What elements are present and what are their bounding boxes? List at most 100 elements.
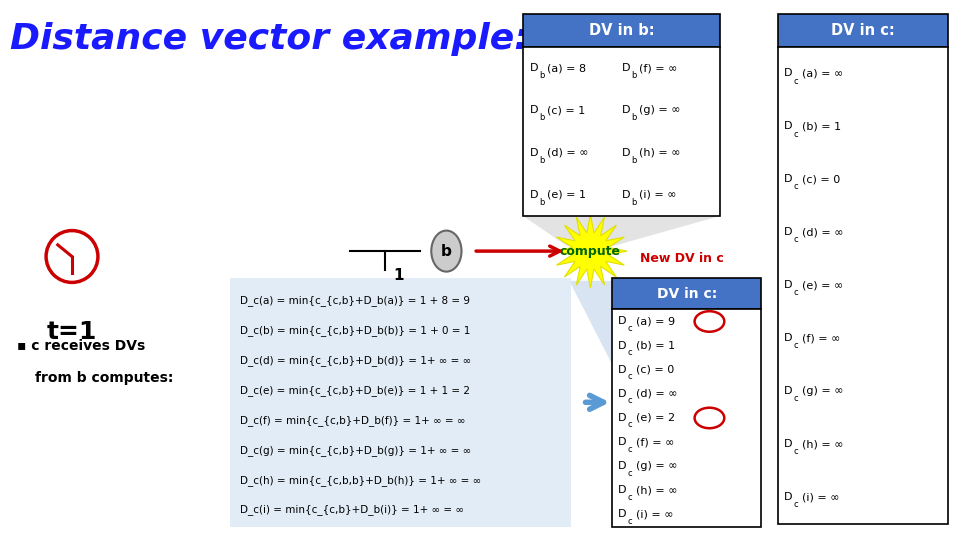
Text: (c) = 0: (c) = 0 [636,364,674,375]
Text: c: c [794,341,799,350]
Text: D: D [784,492,793,502]
Text: D: D [530,147,539,158]
Text: c: c [794,447,799,456]
Text: D_c(d) = min{c_{c,b}+D_b(d)} = 1+ ∞ = ∞: D_c(d) = min{c_{c,b}+D_b(d)} = 1+ ∞ = ∞ [240,355,471,366]
FancyBboxPatch shape [612,278,761,309]
Text: b: b [441,244,452,259]
Text: c: c [794,288,799,298]
Text: (a) = ∞: (a) = ∞ [802,69,843,78]
Text: D_c(i) = min{c_{c,b}+D_b(i)} = 1+ ∞ = ∞: D_c(i) = min{c_{c,b}+D_b(i)} = 1+ ∞ = ∞ [240,504,464,516]
Text: ▪ c receives DVs: ▪ c receives DVs [17,339,146,353]
Text: D: D [622,190,630,200]
Text: (b) = 1: (b) = 1 [802,122,841,131]
Text: D: D [530,63,539,73]
Text: D: D [618,341,627,350]
Text: D: D [622,105,630,116]
Text: DV in b:: DV in b: [588,23,655,38]
Text: (h) = ∞: (h) = ∞ [802,440,843,449]
Text: b: b [540,113,545,123]
Text: D: D [618,485,627,495]
Text: (d) = ∞: (d) = ∞ [636,389,677,399]
Text: D: D [618,509,627,519]
Text: D: D [530,105,539,116]
Text: D: D [784,69,793,78]
Polygon shape [523,216,720,246]
Text: D_c(f) = min{c_{c,b}+D_b(f)} = 1+ ∞ = ∞: D_c(f) = min{c_{c,b}+D_b(f)} = 1+ ∞ = ∞ [240,415,466,426]
Text: New DV in c: New DV in c [639,252,724,265]
Text: (h) = ∞: (h) = ∞ [639,147,681,158]
Text: D: D [618,461,627,471]
Text: c: c [628,324,633,333]
FancyBboxPatch shape [523,47,720,216]
Text: D: D [618,413,627,423]
Text: c: c [628,421,633,429]
Text: b: b [632,113,636,123]
Text: from b computes:: from b computes: [35,371,173,385]
Text: (c) = 1: (c) = 1 [547,105,586,116]
Text: (f) = ∞: (f) = ∞ [636,437,674,447]
Text: (i) = ∞: (i) = ∞ [802,492,839,502]
Text: c: c [628,372,633,381]
Text: D: D [618,437,627,447]
FancyBboxPatch shape [523,14,720,47]
Text: D_c(b) = min{c_{c,b}+D_b(b)} = 1 + 0 = 1: D_c(b) = min{c_{c,b}+D_b(b)} = 1 + 0 = 1 [240,325,470,336]
Text: (d) = ∞: (d) = ∞ [547,147,588,158]
Text: D: D [618,389,627,399]
Text: b: b [632,198,636,207]
FancyBboxPatch shape [778,47,948,524]
FancyBboxPatch shape [230,278,571,526]
Text: (f) = ∞: (f) = ∞ [639,63,677,73]
Text: D: D [784,333,793,343]
Text: D: D [784,386,793,396]
Text: (e) = 1: (e) = 1 [547,190,587,200]
Text: D: D [784,280,793,291]
Text: DV in c:: DV in c: [831,23,895,38]
Text: c: c [794,77,799,85]
Text: (a) = 9: (a) = 9 [636,316,675,327]
Text: c: c [794,235,799,245]
Text: (a) = 8: (a) = 8 [547,63,587,73]
Text: c: c [628,348,633,357]
Text: b: b [540,71,545,80]
Text: t=1: t=1 [47,320,97,344]
Polygon shape [554,214,627,288]
Text: 1: 1 [394,268,403,283]
Text: c: c [628,517,633,526]
Text: (c) = 0: (c) = 0 [802,174,840,185]
Text: D: D [530,190,539,200]
Text: c: c [628,469,633,478]
Text: D: D [618,316,627,327]
FancyBboxPatch shape [612,309,761,526]
Text: D_c(a) = min{c_{c,b}+D_b(a)} = 1 + 8 = 9: D_c(a) = min{c_{c,b}+D_b(a)} = 1 + 8 = 9 [240,295,470,306]
Text: (g) = ∞: (g) = ∞ [636,461,677,471]
Text: D_c(g) = min{c_{c,b}+D_b(g)} = 1+ ∞ = ∞: D_c(g) = min{c_{c,b}+D_b(g)} = 1+ ∞ = ∞ [240,445,471,456]
Text: D: D [622,63,630,73]
Text: b: b [632,71,636,80]
FancyBboxPatch shape [778,14,948,47]
Text: (g) = ∞: (g) = ∞ [802,386,843,396]
Text: c: c [628,493,633,502]
Text: (d) = ∞: (d) = ∞ [802,227,843,238]
Text: c: c [794,130,799,138]
Text: b: b [540,156,545,165]
Text: D: D [784,227,793,238]
Text: D: D [618,364,627,375]
Text: Distance vector example:: Distance vector example: [10,22,528,56]
Text: (b) = 1: (b) = 1 [636,341,675,350]
Ellipse shape [431,231,462,272]
Text: c: c [794,183,799,192]
Text: D_c(e) = min{c_{c,b}+D_b(e)} = 1 + 1 = 2: D_c(e) = min{c_{c,b}+D_b(e)} = 1 + 1 = 2 [240,385,470,396]
Text: (e) = ∞: (e) = ∞ [802,280,843,291]
Text: D: D [622,147,630,158]
Text: (i) = ∞: (i) = ∞ [639,190,677,200]
Text: (g) = ∞: (g) = ∞ [639,105,681,116]
Text: (i) = ∞: (i) = ∞ [636,509,673,519]
Text: c: c [794,394,799,403]
Text: b: b [632,156,636,165]
Text: (e) = 2: (e) = 2 [636,413,675,423]
Text: compute: compute [560,245,621,258]
Text: D: D [784,122,793,131]
Text: (f) = ∞: (f) = ∞ [802,333,840,343]
Polygon shape [569,281,761,365]
Text: c: c [628,444,633,454]
